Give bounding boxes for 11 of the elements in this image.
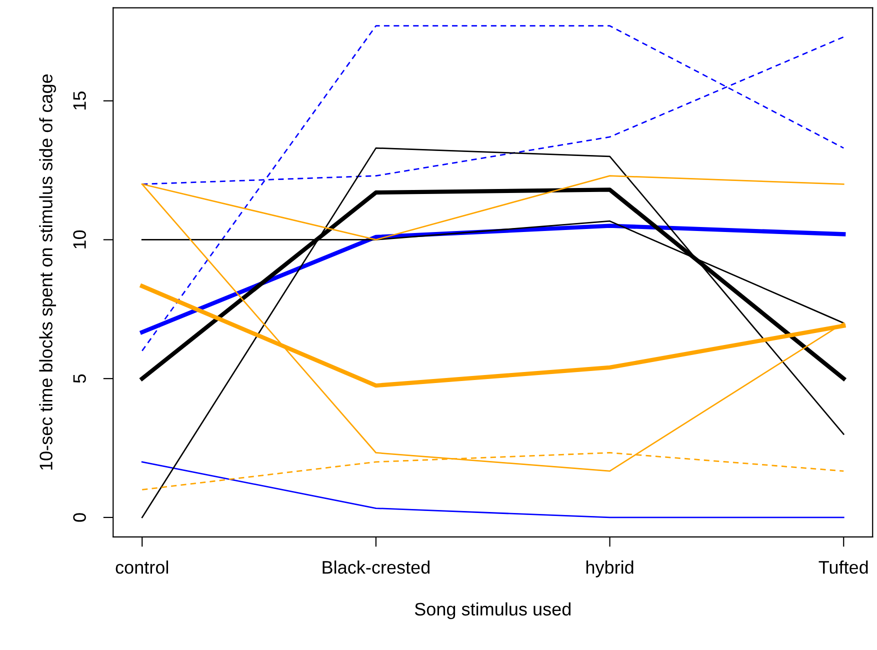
y-axis-title: 10-sec time blocks spent on stimulus side of cage (39, 74, 56, 470)
x-tick-label: control (116, 560, 168, 574)
y-tick-label: 10 (73, 230, 86, 248)
line-series (141, 147, 844, 518)
x-tick-label: Black-crested (322, 560, 430, 574)
y-tick-label: 0 (73, 513, 86, 522)
x-axis-title: Song stimulus used (414, 602, 570, 620)
x-tick-label: Tufted (818, 560, 868, 574)
y-tick-label: 5 (73, 374, 86, 383)
x-tick-label: hybrid (586, 560, 634, 578)
y-tick-label: 15 (73, 92, 86, 110)
